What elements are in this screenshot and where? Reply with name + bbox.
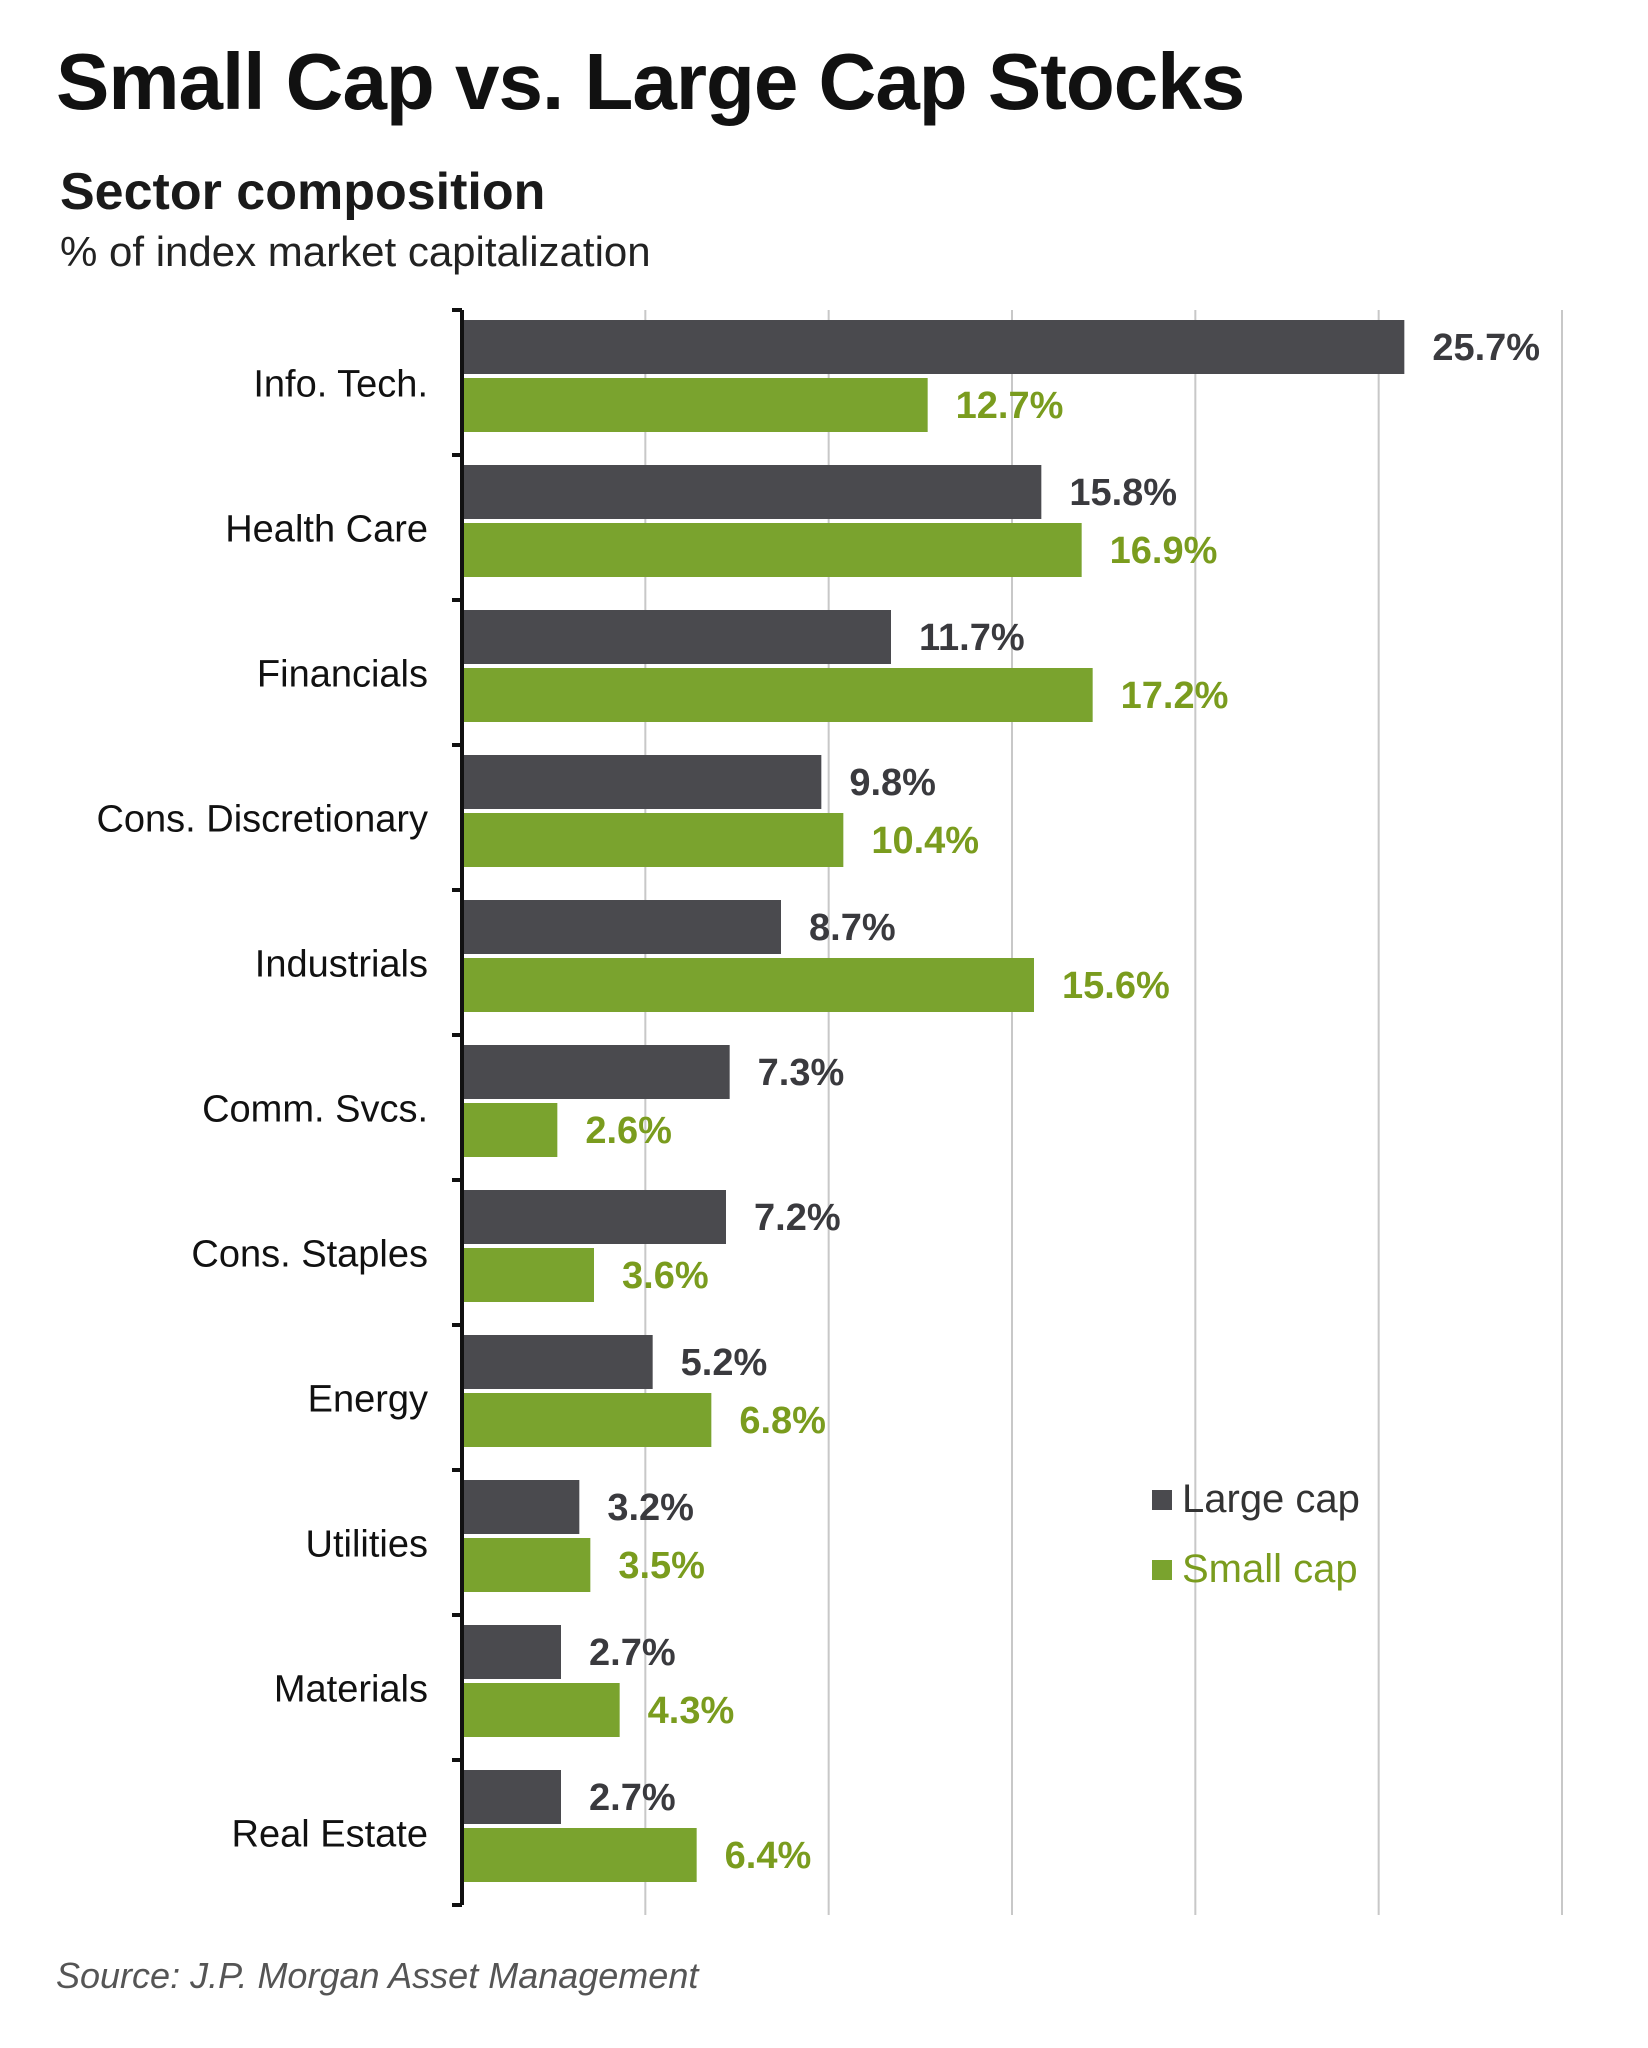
data-label-small-cap: 3.6% <box>622 1255 709 1297</box>
bar-small-cap <box>462 1538 591 1592</box>
data-label-small-cap: 17.2% <box>1121 675 1229 717</box>
data-label-small-cap: 6.8% <box>739 1400 826 1442</box>
data-label-large-cap: 25.7% <box>1432 327 1540 369</box>
bar-large-cap <box>462 1480 580 1534</box>
bar-large-cap <box>462 320 1405 374</box>
bar-small-cap <box>462 813 844 867</box>
bar-large-cap <box>462 900 781 954</box>
data-label-large-cap: 9.8% <box>849 762 936 804</box>
bar-small-cap <box>462 1248 594 1302</box>
data-label-large-cap: 15.8% <box>1069 472 1177 514</box>
bar-large-cap <box>462 1625 561 1679</box>
source-note: Source: J.P. Morgan Asset Management <box>56 1955 699 1996</box>
category-label: Cons. Staples <box>191 1234 428 1276</box>
data-label-small-cap: 10.4% <box>871 820 979 862</box>
data-label-small-cap: 2.6% <box>585 1110 672 1152</box>
category-label: Health Care <box>225 509 428 551</box>
data-label-small-cap: 6.4% <box>725 1835 812 1877</box>
bar-large-cap <box>462 1045 730 1099</box>
data-label-large-cap: 7.3% <box>758 1052 845 1094</box>
units-label: % of index market capitalization <box>60 228 651 275</box>
legend-label-small-cap: Small cap <box>1182 1547 1358 1591</box>
data-label-large-cap: 11.7% <box>919 617 1025 659</box>
category-label: Materials <box>274 1669 428 1711</box>
bar-small-cap <box>462 1828 697 1882</box>
bar-chart: 25.7% 12.7% Info. Tech. 15.8% 16.9% Health Ca… <box>96 308 1563 1915</box>
chart-subtitle: Sector composition <box>60 163 546 221</box>
data-label-small-cap: 16.9% <box>1110 530 1218 572</box>
category-label: Real Estate <box>232 1814 428 1856</box>
data-label-small-cap: 15.6% <box>1062 965 1170 1007</box>
data-label-large-cap: 7.2% <box>754 1197 841 1239</box>
bar-small-cap <box>462 1683 620 1737</box>
bar-small-cap <box>462 1103 558 1157</box>
bar-large-cap <box>462 610 891 664</box>
bar-small-cap <box>462 958 1034 1012</box>
data-label-large-cap: 8.7% <box>809 907 896 949</box>
chart-title: Small Cap vs. Large Cap Stocks <box>56 37 1245 126</box>
bar-large-cap <box>462 1335 653 1389</box>
bar-small-cap <box>462 523 1082 577</box>
category-label: Energy <box>308 1379 428 1421</box>
category-label: Utilities <box>306 1524 428 1566</box>
bar-large-cap <box>462 1190 726 1244</box>
data-label-large-cap: 2.7% <box>589 1632 676 1674</box>
data-label-small-cap: 12.7% <box>956 385 1064 427</box>
category-label: Industrials <box>255 944 428 986</box>
category-label: Info. Tech. <box>253 364 428 406</box>
category-label: Financials <box>257 654 428 696</box>
category-label: Cons. Discretionary <box>96 799 428 841</box>
bar-small-cap <box>462 1393 712 1447</box>
bar-large-cap <box>462 755 822 809</box>
legend-label-large-cap: Large cap <box>1182 1477 1360 1521</box>
data-label-large-cap: 5.2% <box>681 1342 768 1384</box>
bar-large-cap <box>462 465 1042 519</box>
legend-swatch-large-cap <box>1152 1490 1172 1510</box>
data-label-small-cap: 3.5% <box>618 1545 705 1587</box>
bar-large-cap <box>462 1770 561 1824</box>
data-label-small-cap: 4.3% <box>648 1690 735 1732</box>
data-label-large-cap: 2.7% <box>589 1777 676 1819</box>
category-label: Comm. Svcs. <box>202 1089 428 1131</box>
data-label-large-cap: 3.2% <box>607 1487 694 1529</box>
bar-small-cap <box>462 378 928 432</box>
bar-small-cap <box>462 668 1093 722</box>
legend-swatch-small-cap <box>1152 1560 1172 1580</box>
